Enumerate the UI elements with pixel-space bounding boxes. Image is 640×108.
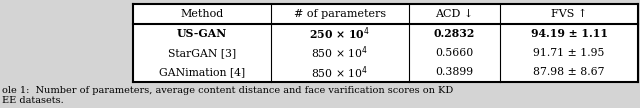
Text: ACD ↓: ACD ↓ xyxy=(435,9,474,19)
Text: 94.19 ± 1.11: 94.19 ± 1.11 xyxy=(531,28,607,39)
Bar xyxy=(133,4,638,82)
Text: 91.71 ± 1.95: 91.71 ± 1.95 xyxy=(533,48,605,58)
Text: 0.3899: 0.3899 xyxy=(435,67,474,77)
Text: # of parameters: # of parameters xyxy=(294,9,386,19)
Text: 0.2832: 0.2832 xyxy=(434,28,475,39)
Text: 250 × 10$^4$: 250 × 10$^4$ xyxy=(310,25,371,42)
Text: 850 × 10$^4$: 850 × 10$^4$ xyxy=(312,64,369,81)
Text: GANimation [4]: GANimation [4] xyxy=(159,67,245,77)
Text: Method: Method xyxy=(180,9,223,19)
Text: ole 1:  Number of parameters, average content distance and face varification sco: ole 1: Number of parameters, average con… xyxy=(2,86,453,105)
Text: 850 × 10$^4$: 850 × 10$^4$ xyxy=(312,44,369,61)
Text: StarGAN [3]: StarGAN [3] xyxy=(168,48,236,58)
Text: 0.5660: 0.5660 xyxy=(435,48,474,58)
Text: FVS ↑: FVS ↑ xyxy=(551,9,587,19)
Text: 87.98 ± 8.67: 87.98 ± 8.67 xyxy=(533,67,605,77)
Text: US-GAN: US-GAN xyxy=(177,28,227,39)
